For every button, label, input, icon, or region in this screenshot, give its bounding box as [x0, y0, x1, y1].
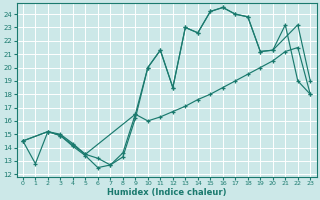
- X-axis label: Humidex (Indice chaleur): Humidex (Indice chaleur): [107, 188, 226, 197]
